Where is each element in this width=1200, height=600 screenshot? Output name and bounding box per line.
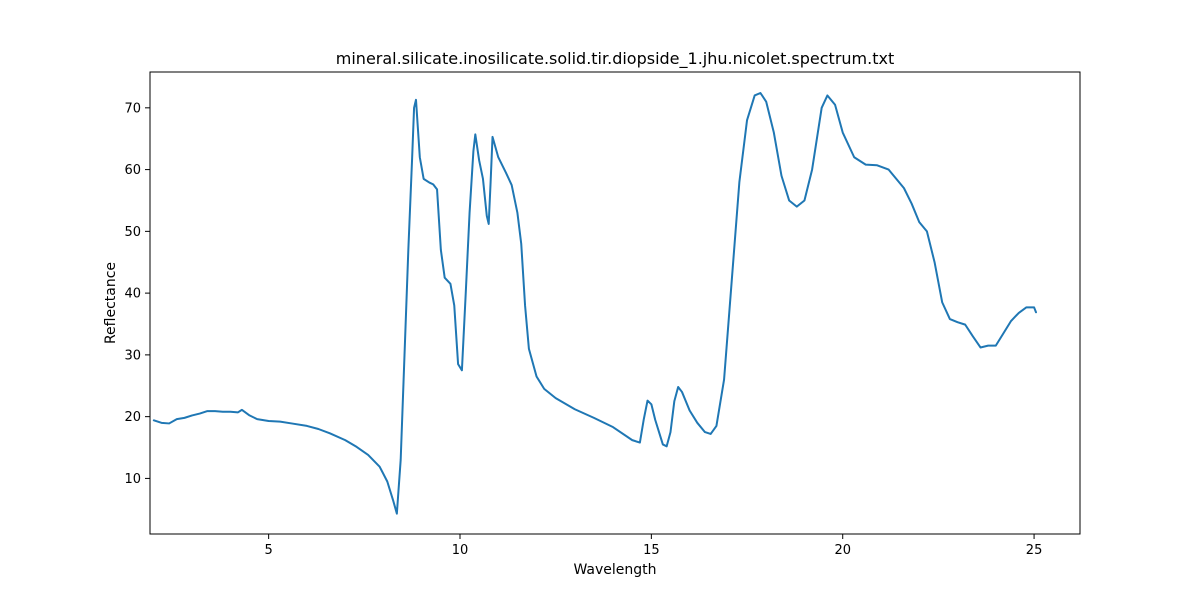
series-line [152, 92, 1037, 515]
y-tick-label: 30 [124, 348, 141, 363]
x-tick-label: 25 [1026, 543, 1043, 558]
x-tick-label: 15 [643, 543, 660, 558]
y-tick-label: 20 [124, 410, 141, 425]
x-tick-label: 20 [834, 543, 851, 558]
y-tick-label: 60 [124, 163, 141, 178]
x-tick-label: 5 [265, 543, 273, 558]
y-tick-label: 50 [124, 225, 141, 240]
y-tick-label: 40 [124, 287, 141, 302]
y-tick-label: 10 [124, 472, 141, 487]
x-axis-label: Wavelength [573, 562, 656, 578]
y-axis-label: Reflectance [103, 262, 119, 344]
y-tick-label: 70 [124, 101, 141, 116]
plot-frame [149, 71, 1081, 535]
x-axis: 5 10 15 20 25 [265, 534, 1043, 558]
y-axis: 10 20 30 40 50 60 70 [124, 101, 150, 487]
x-tick-label: 10 [452, 543, 469, 558]
chart-title: mineral.silicate.inosilicate.solid.tir.d… [336, 49, 894, 69]
plot-area [149, 71, 1081, 535]
